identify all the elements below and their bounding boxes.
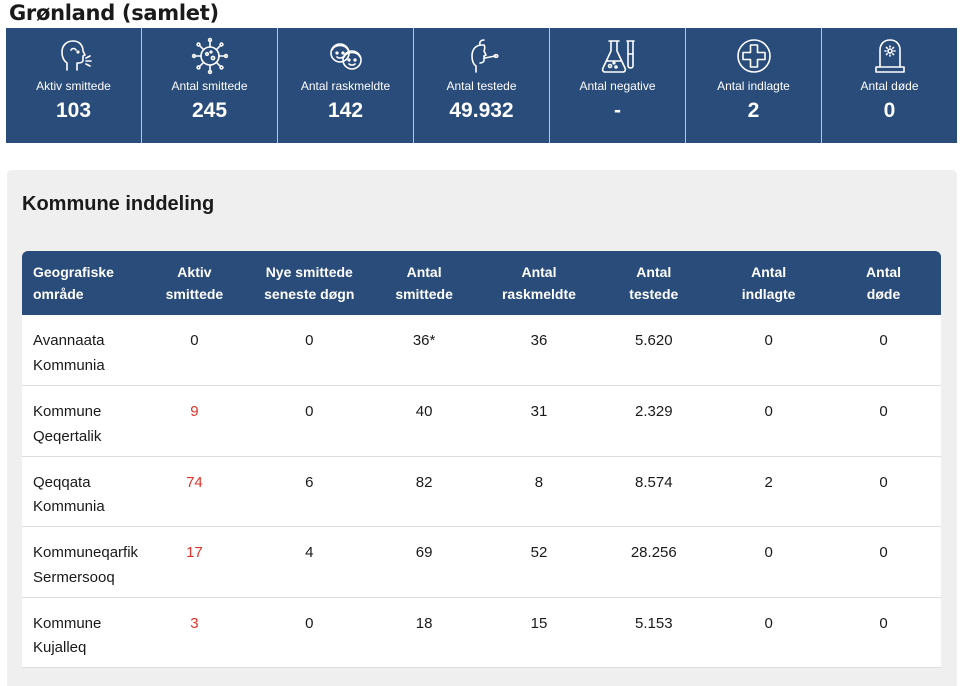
page-title: Grønland (samlet) <box>9 1 219 25</box>
infected-cell: 82 <box>415 473 433 491</box>
swab-test-icon <box>470 39 499 73</box>
recovered-cell: 15 <box>530 614 548 632</box>
hospitalized-cell: 0 <box>764 614 773 632</box>
section-title: Kommune inddeling <box>22 193 215 215</box>
table-row: Qeqqata Kommunia 74 6 82 8 8.574 2 0 <box>22 456 941 527</box>
area-cell: Qeqqata Kommunia <box>33 473 105 516</box>
deaths-cell: 0 <box>879 473 888 491</box>
column-header-recovered[interactable]: Antal raskmeldte <box>501 264 576 302</box>
table-header-row: Geografiske område Aktiv smittede Nye smit… <box>22 251 941 315</box>
stat-label: Antal smittede <box>171 79 248 93</box>
hospitalized-cell: 2 <box>764 473 773 491</box>
stats-bar: Aktiv smittede 103 Antal smittede 245 An… <box>6 28 957 143</box>
stat-label: Antal testede <box>446 79 517 93</box>
stat-total-infected: Antal smittede 245 <box>142 28 278 143</box>
tested-cell: 28.256 <box>630 544 677 561</box>
new-cell: 4 <box>305 544 314 561</box>
stat-hospitalized: Antal indlagte 2 <box>686 28 822 143</box>
infected-cell: 18 <box>415 614 433 632</box>
stat-value: 2 <box>747 99 760 122</box>
tested-cell: 5.620 <box>635 332 673 349</box>
area-cell: Avannaata Kommunia <box>33 332 105 374</box>
recovered-people-icon <box>329 43 362 70</box>
active-cell: 0 <box>190 332 199 349</box>
stat-value: - <box>614 99 621 122</box>
hospitalized-cell: 0 <box>764 332 773 349</box>
stat-value: 49.932 <box>449 99 514 122</box>
municipality-table: Geografiske område Aktiv smittede Nye smit… <box>22 251 941 668</box>
column-header-hospitalized[interactable]: Antal indlagte <box>741 264 796 302</box>
stat-value: 245 <box>191 99 228 122</box>
stat-tested: Antal testede 49.932 <box>414 28 550 143</box>
active-cell: 9 <box>190 403 199 420</box>
column-header-infected[interactable]: Antal smittede <box>395 264 453 302</box>
stat-recovered: Antal raskmeldte 142 <box>278 28 414 143</box>
infected-cell: 40 <box>415 403 433 420</box>
tested-cell: 8.574 <box>635 473 673 491</box>
stat-value: 142 <box>327 99 364 122</box>
hospital-cross-icon <box>736 39 771 73</box>
stat-label: Aktiv smittede <box>36 79 111 93</box>
column-header-new[interactable]: Nye smittede seneste døgn <box>264 264 355 302</box>
virus-icon <box>191 37 228 75</box>
recovered-cell: 8 <box>534 473 544 491</box>
municipality-panel: Kommune inddeling Geografiske område Akti… <box>7 170 957 686</box>
active-cell: 74 <box>186 473 203 491</box>
recovered-cell: 31 <box>530 403 548 420</box>
deaths-cell: 0 <box>879 544 888 561</box>
area-cell: Kommuneqarfik Sermersooq <box>33 544 139 586</box>
active-cell: 17 <box>186 544 203 561</box>
stat-value: 103 <box>55 99 92 122</box>
hospitalized-cell: 0 <box>764 544 773 561</box>
recovered-cell: 36 <box>530 332 548 349</box>
tested-cell: 2.329 <box>635 403 673 420</box>
deaths-cell: 0 <box>879 403 888 420</box>
new-cell: 6 <box>305 473 314 491</box>
gravestone-icon <box>874 39 905 73</box>
new-cell: 0 <box>305 614 314 632</box>
deaths-cell: 0 <box>879 614 888 632</box>
stat-negative: Antal negative - <box>550 28 686 143</box>
stat-label: Antal negative <box>579 79 656 93</box>
lab-flask-icon <box>601 40 635 73</box>
table-row: Kommune Kujalleq 3 0 18 15 5.153 0 0 <box>22 597 941 668</box>
infected-cell: 36* <box>412 332 436 349</box>
stat-value: 0 <box>883 99 896 122</box>
deaths-cell: 0 <box>879 332 888 349</box>
infected-cell: 69 <box>415 544 433 561</box>
new-cell: 0 <box>305 332 314 349</box>
stat-active-infected: Aktiv smittede 103 <box>6 28 142 143</box>
tested-cell: 5.153 <box>635 614 673 632</box>
new-cell: 0 <box>305 403 314 420</box>
active-cell: 3 <box>190 614 199 632</box>
table-row: Kommune Qeqertalik 9 0 40 31 2.329 0 0 <box>22 385 941 456</box>
hospitalized-cell: 0 <box>764 403 773 420</box>
column-header-deaths[interactable]: Antal døde <box>866 264 902 302</box>
area-cell: Kommune Qeqertalik <box>33 403 102 445</box>
stat-label: Antal raskmeldte <box>300 79 391 93</box>
stat-deaths: Antal døde 0 <box>822 28 957 143</box>
table-row: Avannaata Kommunia 0 0 36* 36 5.620 0 0 <box>22 315 941 386</box>
stat-label: Antal døde <box>860 79 919 93</box>
column-header-area[interactable]: Geografiske område <box>33 264 114 302</box>
coughing-person-icon <box>60 40 92 71</box>
area-cell: Kommune Kujalleq <box>33 614 102 657</box>
recovered-cell: 52 <box>530 544 548 561</box>
stat-label: Antal indlagte <box>717 79 790 93</box>
table-row: Kommuneqarfik Sermersooq 17 4 69 52 28.25… <box>22 526 941 597</box>
column-header-active[interactable]: Aktiv smittede <box>165 264 224 302</box>
column-header-tested[interactable]: Antal testede <box>629 264 679 302</box>
